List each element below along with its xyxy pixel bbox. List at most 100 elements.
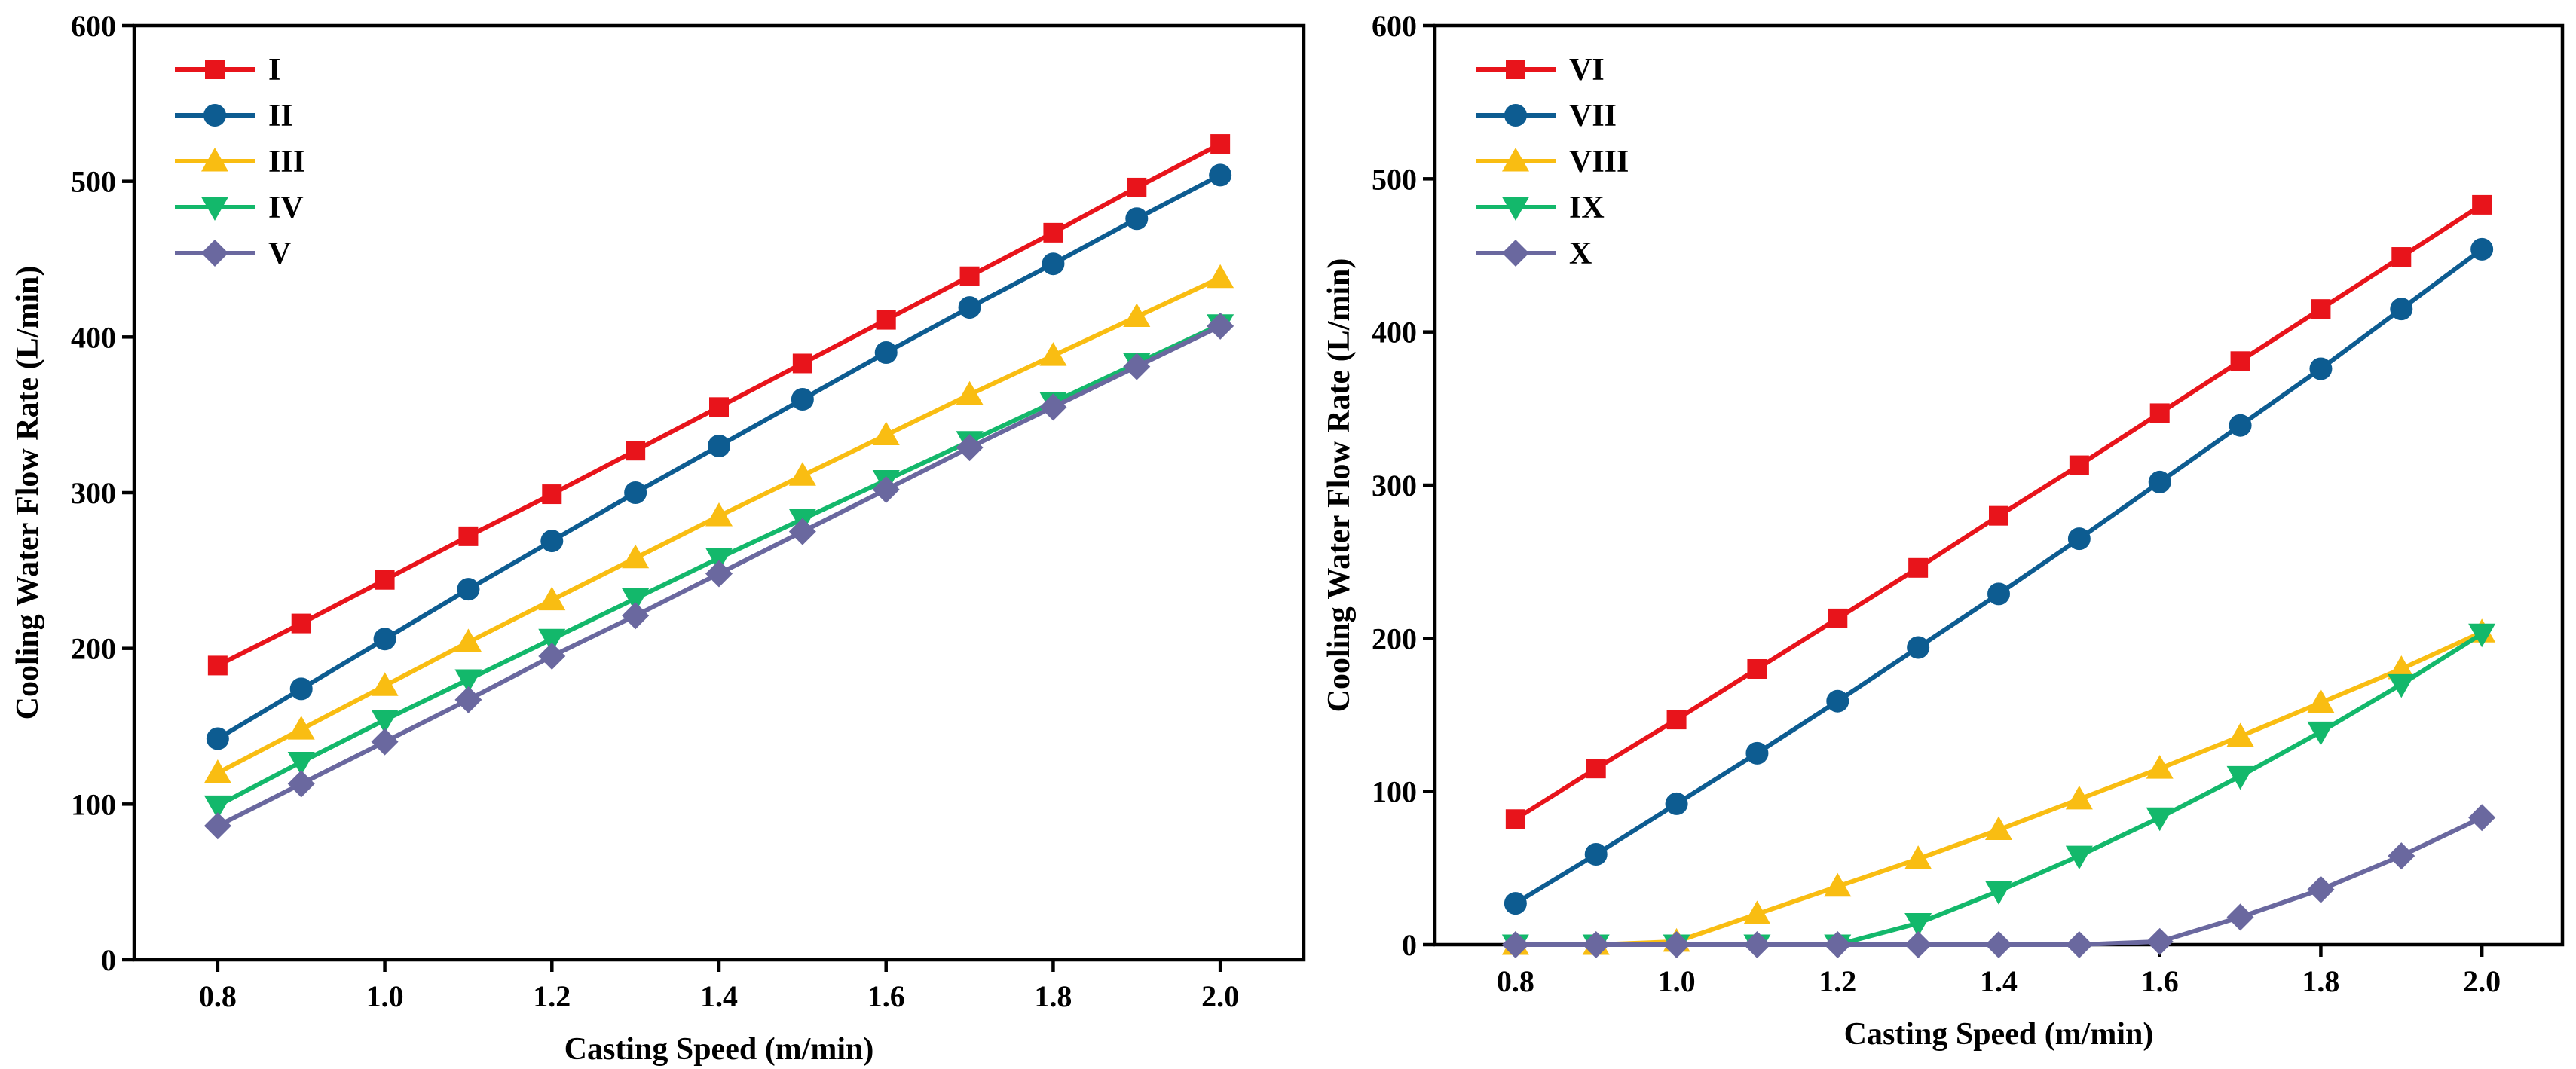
data-point-viii bbox=[2146, 755, 2174, 779]
y-tick-label: 100 bbox=[71, 787, 116, 821]
data-point-vii bbox=[2148, 470, 2171, 493]
data-point-vi bbox=[2472, 194, 2492, 215]
x-tick-label: 2.0 bbox=[1201, 979, 1239, 1013]
x-tick-label: 1.4 bbox=[1980, 964, 2018, 998]
data-point-iii bbox=[705, 502, 733, 527]
data-point-iv bbox=[705, 548, 733, 572]
data-point-i bbox=[626, 441, 646, 461]
data-point-iii bbox=[538, 586, 566, 611]
data-point-vi bbox=[1666, 710, 1687, 730]
data-point-ix bbox=[2468, 623, 2496, 648]
y-axis-title: Cooling Water Flow Rate (L/min) bbox=[11, 266, 45, 720]
data-point-viii bbox=[2226, 722, 2254, 747]
data-point-ix bbox=[1985, 881, 2012, 905]
data-point-ix bbox=[2065, 845, 2093, 870]
data-point-ii bbox=[540, 530, 564, 553]
data-point-vii bbox=[2470, 237, 2494, 261]
x-tick-label: 1.8 bbox=[2302, 964, 2339, 998]
x-tick-label: 1.6 bbox=[2141, 964, 2179, 998]
data-point-viii bbox=[1743, 900, 1771, 924]
y-tick-label: 600 bbox=[71, 9, 116, 43]
data-point-iii bbox=[1123, 303, 1151, 327]
plot-frame bbox=[132, 23, 1306, 962]
y-tick-label: 300 bbox=[71, 476, 116, 510]
data-point-ix bbox=[1904, 913, 1932, 937]
data-point-ii bbox=[1042, 252, 1065, 276]
legend-label: IX bbox=[1569, 191, 1605, 225]
data-point-vii bbox=[1907, 636, 1930, 659]
data-point-iii bbox=[872, 421, 900, 446]
legend-label: VI bbox=[1569, 53, 1605, 87]
legend-label: IV bbox=[268, 191, 304, 225]
x-tick-label: 1.0 bbox=[1658, 964, 1696, 998]
data-point-x bbox=[1985, 931, 2012, 958]
x-tick-label: 1.4 bbox=[700, 979, 738, 1013]
data-point-v bbox=[788, 518, 816, 545]
data-point-iii bbox=[622, 544, 650, 569]
data-point-vii bbox=[2229, 414, 2252, 437]
data-point-i bbox=[1127, 177, 1147, 197]
series-ix bbox=[1501, 623, 2496, 958]
series-iii bbox=[203, 264, 1234, 783]
data-point-iv bbox=[538, 628, 566, 653]
legend-marker-v bbox=[201, 240, 228, 267]
series-line-vii bbox=[1514, 247, 2483, 906]
data-point-iii bbox=[1039, 342, 1067, 366]
x-tick-label: 0.8 bbox=[1497, 964, 1534, 998]
data-point-iii bbox=[203, 759, 231, 783]
data-point-vi bbox=[1747, 659, 1767, 679]
data-point-ix bbox=[2307, 721, 2335, 746]
data-point-ii bbox=[958, 296, 981, 319]
data-point-v bbox=[538, 643, 566, 670]
y-tick-label: 400 bbox=[1372, 316, 1417, 350]
data-point-i bbox=[375, 570, 395, 590]
data-point-vii bbox=[1665, 792, 1688, 815]
data-point-x bbox=[1904, 931, 1932, 958]
data-point-ii bbox=[373, 628, 396, 651]
data-point-viii bbox=[2307, 689, 2335, 713]
legend-marker-x bbox=[1502, 240, 1529, 267]
data-point-v bbox=[956, 434, 984, 462]
data-point-viii bbox=[2065, 785, 2093, 810]
data-point-i bbox=[458, 526, 479, 546]
data-point-vii bbox=[2309, 357, 2333, 380]
data-point-x bbox=[2065, 931, 2093, 958]
data-point-vi bbox=[2149, 403, 2170, 423]
y-tick-label: 0 bbox=[1402, 928, 1417, 962]
data-point-iv bbox=[454, 669, 482, 693]
data-point-i bbox=[959, 266, 980, 286]
data-point-vi bbox=[1828, 608, 1848, 628]
data-point-v bbox=[371, 728, 399, 756]
x-axis-title: Casting Speed (m/min) bbox=[564, 1032, 874, 1067]
data-point-x bbox=[1663, 931, 1690, 958]
legend-label: X bbox=[1569, 237, 1592, 271]
data-point-v bbox=[1123, 353, 1151, 380]
data-point-iv bbox=[203, 795, 231, 820]
y-tick-label: 600 bbox=[1372, 9, 1417, 43]
y-tick-label: 500 bbox=[1372, 162, 1417, 196]
data-point-x bbox=[2388, 842, 2415, 870]
data-point-v bbox=[454, 686, 482, 713]
data-point-iii bbox=[1207, 264, 1234, 289]
data-point-vi bbox=[1505, 809, 1525, 829]
x-tick-label: 1.0 bbox=[366, 979, 404, 1013]
legend-label: VIII bbox=[1569, 145, 1629, 179]
chart-left-panel: 0.8 1.0 1.2 1.4 1.6 1.8 2.0 0 100 200 300 400 500 600… bbox=[11, 9, 1306, 1067]
series-x bbox=[1501, 804, 2496, 958]
data-point-x bbox=[2226, 903, 2254, 931]
data-point-i bbox=[207, 655, 228, 676]
data-point-iv bbox=[371, 710, 399, 734]
x-tick-label: 1.6 bbox=[867, 979, 905, 1013]
data-point-viii bbox=[1824, 872, 1852, 897]
data-point-iii bbox=[956, 380, 984, 405]
data-point-vi bbox=[1908, 557, 1929, 578]
data-point-v bbox=[287, 770, 315, 798]
data-point-x bbox=[1501, 931, 1529, 958]
data-point-i bbox=[1043, 222, 1063, 243]
x-tick-label: 0.8 bbox=[199, 979, 237, 1013]
y-tick-label: 100 bbox=[1372, 775, 1417, 809]
x-tick-label: 1.2 bbox=[533, 979, 571, 1013]
y-tick-label: 0 bbox=[101, 943, 116, 977]
data-point-x bbox=[1582, 931, 1610, 958]
data-point-v bbox=[622, 602, 650, 630]
